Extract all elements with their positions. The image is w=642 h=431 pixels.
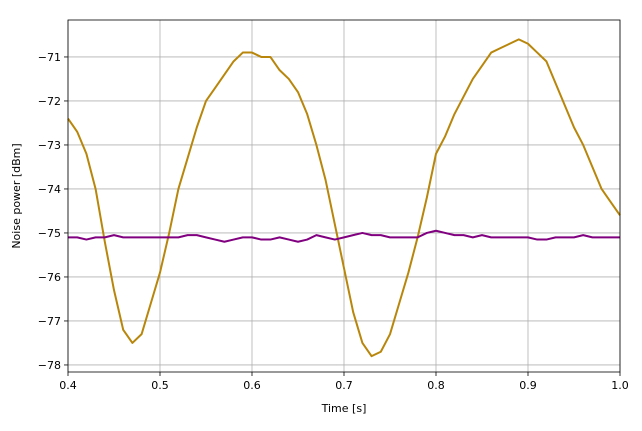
y-tick-label: −73 [38, 139, 61, 152]
x-tick-label: 0.5 [151, 379, 169, 392]
y-tick-label: −76 [38, 271, 61, 284]
y-tick-label: −71 [38, 51, 61, 64]
y-tick-label: −75 [38, 227, 61, 240]
y-tick-label: −78 [38, 359, 61, 372]
x-tick-label: 0.7 [335, 379, 353, 392]
y-tick-label: −72 [38, 95, 61, 108]
data-line [68, 229, 620, 243]
y-axis-label: Noise power [dBm] [10, 143, 23, 248]
x-tick-label: 0.8 [427, 379, 445, 392]
data-line [67, 38, 621, 358]
plot-frame [67, 19, 621, 373]
x-tick-label: 1.0 [611, 379, 629, 392]
y-tick-label: −77 [38, 315, 61, 328]
x-tick-label: 0.9 [519, 379, 537, 392]
x-tick-label: 0.4 [59, 379, 77, 392]
x-tick-label: 0.6 [243, 379, 261, 392]
y-tick-label: −74 [38, 183, 61, 196]
x-axis-label: Time [s] [321, 402, 367, 415]
